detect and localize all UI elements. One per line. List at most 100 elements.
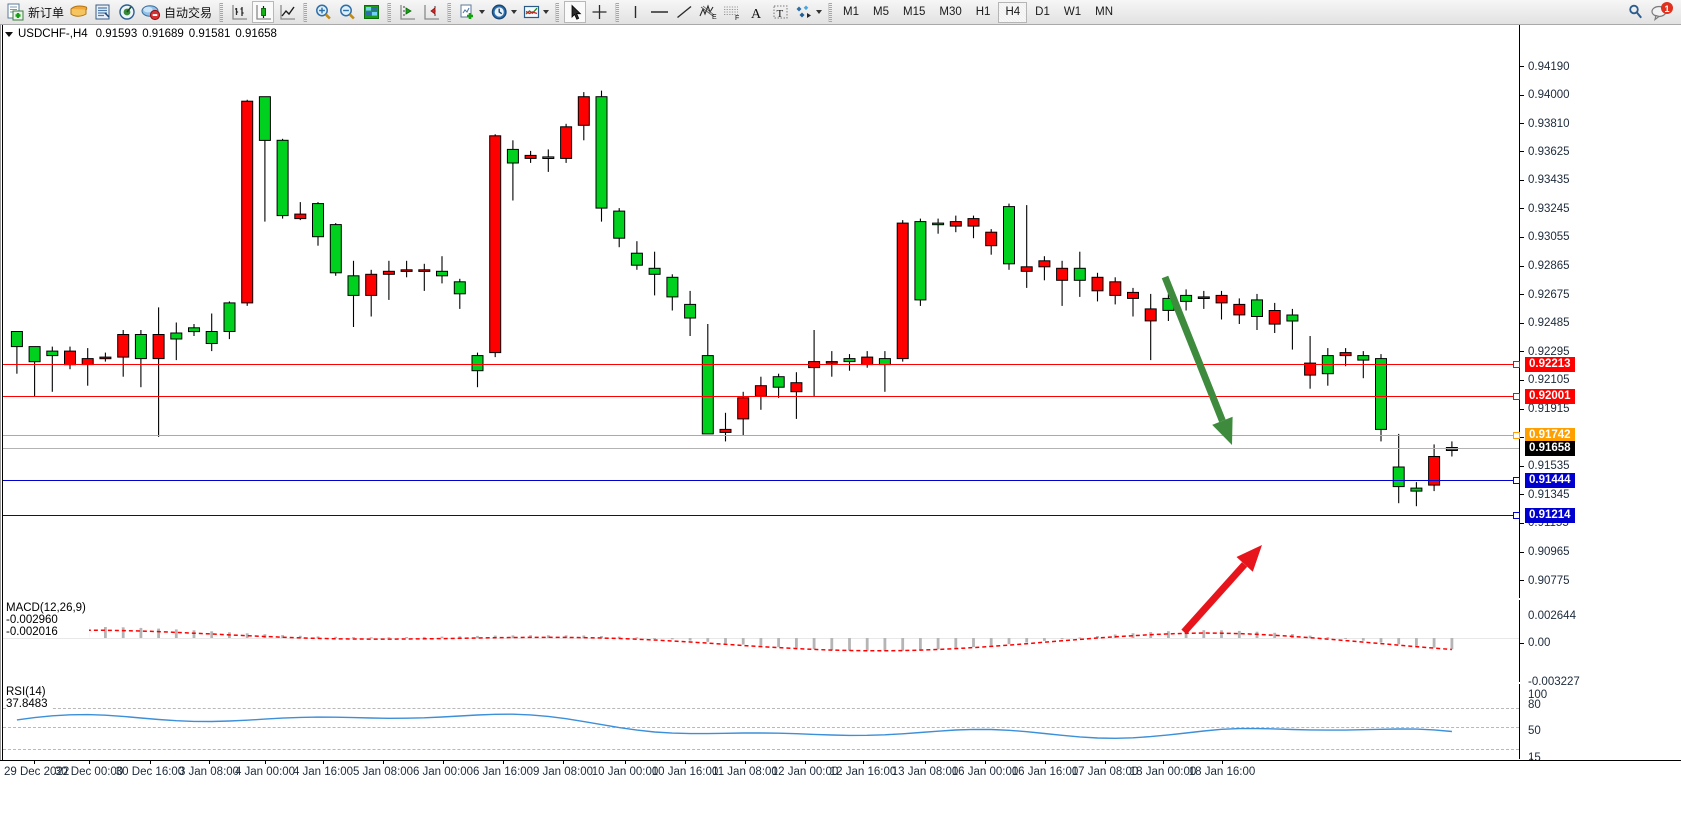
cursor-icon[interactable] xyxy=(564,1,587,23)
price-line-resistance-2[interactable] xyxy=(3,396,1519,397)
time-label: 9 Jan 08:00 xyxy=(532,766,594,778)
price-tag-bid-price[interactable]: 0.91658 xyxy=(1525,441,1575,456)
time-label: 18 Jan 00:00 xyxy=(1129,766,1197,778)
price-tick: 0.93810 xyxy=(1520,117,1570,131)
toolbar-separator xyxy=(303,2,308,22)
notification-icon[interactable]: 1 xyxy=(1649,1,1675,23)
autotrading-label[interactable]: 自动交易 xyxy=(164,5,213,20)
objects-icon[interactable] xyxy=(793,1,815,23)
toolbar-separator xyxy=(219,2,224,22)
chevron-down-icon[interactable] xyxy=(814,1,824,23)
price-line-bid-price[interactable] xyxy=(3,448,1519,449)
toolbar-separator xyxy=(615,2,620,22)
price-line-handle[interactable] xyxy=(1513,512,1520,519)
bullish-reversal-arrow xyxy=(1181,545,1262,635)
price-tick: 0.92675 xyxy=(1520,288,1570,302)
chart-left-border xyxy=(2,25,3,760)
timeframe-w1[interactable]: W1 xyxy=(1063,6,1082,18)
new-chart-icon[interactable] xyxy=(456,1,478,23)
autotrading-icon[interactable] xyxy=(140,1,162,23)
timeframe-mn[interactable]: MN xyxy=(1095,6,1113,18)
timeframe-m5[interactable]: M5 xyxy=(873,6,889,18)
chart-shift-icon[interactable] xyxy=(396,1,418,23)
time-tick xyxy=(1222,760,1223,764)
chevron-down-icon[interactable] xyxy=(5,31,13,37)
price-tag-support-2[interactable]: 0.91214 xyxy=(1525,508,1575,523)
toolbar-separator xyxy=(555,2,560,22)
timeframe-m30[interactable]: M30 xyxy=(939,6,962,18)
timeframe-d1[interactable]: D1 xyxy=(1035,6,1050,18)
time-label: 16 Jan 16:00 xyxy=(1011,766,1079,778)
timeframe-group: M1 M5 M15 M30 H1 H4 D1 W1 MN xyxy=(836,1,1120,23)
symbol-name: USDCHF-,H4 xyxy=(18,28,88,40)
price-tag-resistance-2[interactable]: 0.92001 xyxy=(1525,389,1575,404)
price-line-support-2[interactable] xyxy=(3,515,1519,516)
fibonacci-icon[interactable]: F xyxy=(721,1,743,23)
time-label: 11 Jan 08:00 xyxy=(712,766,778,778)
time-tick xyxy=(443,760,444,764)
indicators-icon[interactable] xyxy=(520,1,542,23)
rsi-axis-tick: 50 xyxy=(1528,725,1541,737)
price-axis[interactable]: 0.94190 0.94000 0.93810 0.93625 0.93435 0.932… xyxy=(1520,25,1681,770)
price-tick: 0.91345 xyxy=(1520,488,1570,502)
price-tick: 0.90965 xyxy=(1520,545,1570,559)
time-tick xyxy=(265,760,266,764)
rsi-level-80 xyxy=(3,708,1519,710)
price-line-handle[interactable] xyxy=(1513,361,1520,368)
chevron-down-icon[interactable] xyxy=(477,1,487,23)
period-icon[interactable] xyxy=(488,1,510,23)
zoom-out-icon[interactable] xyxy=(336,1,358,23)
time-label: 4 Jan 16:00 xyxy=(292,766,354,778)
elliott-wave-icon[interactable]: E xyxy=(697,1,719,23)
price-line-handle[interactable] xyxy=(1513,432,1520,439)
candlestick-series xyxy=(10,90,1458,507)
trendline-icon[interactable] xyxy=(673,1,695,23)
price-tag-pivot[interactable]: 0.91742 xyxy=(1525,428,1575,443)
svg-text:F: F xyxy=(735,15,739,21)
bar-chart-icon[interactable] xyxy=(228,1,250,23)
timeframe-h1[interactable]: H1 xyxy=(975,6,991,18)
text-label-icon[interactable]: T xyxy=(769,1,791,23)
price-line-support-1[interactable] xyxy=(3,480,1519,481)
rsi-level-50 xyxy=(3,727,1519,728)
time-axis[interactable]: 29 Dec 2022 30 Dec 00:00 30 Dec 16:00 3 Jan… xyxy=(0,760,1681,827)
price-line-pivot[interactable] xyxy=(3,435,1519,436)
zoom-in-icon[interactable] xyxy=(312,1,334,23)
line-chart-icon[interactable] xyxy=(276,1,298,23)
price-line-handle[interactable] xyxy=(1513,477,1520,484)
price-line-handle[interactable] xyxy=(1513,393,1520,400)
rsi-series xyxy=(16,713,1452,740)
new-order-label[interactable]: 新订单 xyxy=(28,5,65,20)
macd-title: MACD(12,26,9) -0.002960 -0.002016 xyxy=(6,602,89,638)
chart-frame[interactable]: USDCHF-,H4 0.91593 0.91689 0.91581 0.916… xyxy=(0,25,1681,827)
price-tick: 0.93055 xyxy=(1520,230,1570,244)
price-tag-support-1[interactable]: 0.91444 xyxy=(1525,473,1575,488)
vertical-line-icon[interactable] xyxy=(624,1,646,23)
ohlc-open: 0.91593 xyxy=(95,28,138,40)
price-line-resistance-1[interactable] xyxy=(3,364,1519,365)
timeframe-m15[interactable]: M15 xyxy=(903,6,926,18)
text-icon[interactable]: A xyxy=(745,1,767,23)
new-order-icon[interactable] xyxy=(4,1,26,23)
navigator-icon[interactable] xyxy=(116,1,138,23)
timeframe-m1[interactable]: M1 xyxy=(843,6,860,18)
horizontal-line-icon[interactable] xyxy=(648,1,671,23)
crosshair-icon[interactable] xyxy=(588,1,610,23)
price-tag-resistance-1[interactable]: 0.92213 xyxy=(1525,357,1575,372)
grid-icon[interactable] xyxy=(360,1,382,23)
timeframe-h4[interactable]: H4 xyxy=(998,1,1028,23)
terminal-icon[interactable] xyxy=(92,1,114,23)
time-label: 6 Jan 00:00 xyxy=(412,766,474,778)
rsi-title: RSI(14) 37.8483 xyxy=(6,686,51,710)
time-tick xyxy=(985,760,986,764)
chevron-down-icon[interactable] xyxy=(541,1,551,23)
time-tick xyxy=(805,760,806,764)
time-label: 10 Jan 16:00 xyxy=(651,766,719,778)
candlestick-chart-icon[interactable] xyxy=(252,1,275,23)
chevron-down-icon[interactable] xyxy=(509,1,519,23)
auto-scroll-icon[interactable] xyxy=(420,1,442,23)
price-tick: 0.93625 xyxy=(1520,145,1570,159)
wallet-icon[interactable] xyxy=(68,1,90,23)
search-icon[interactable] xyxy=(1625,1,1647,23)
time-tick xyxy=(150,760,151,764)
